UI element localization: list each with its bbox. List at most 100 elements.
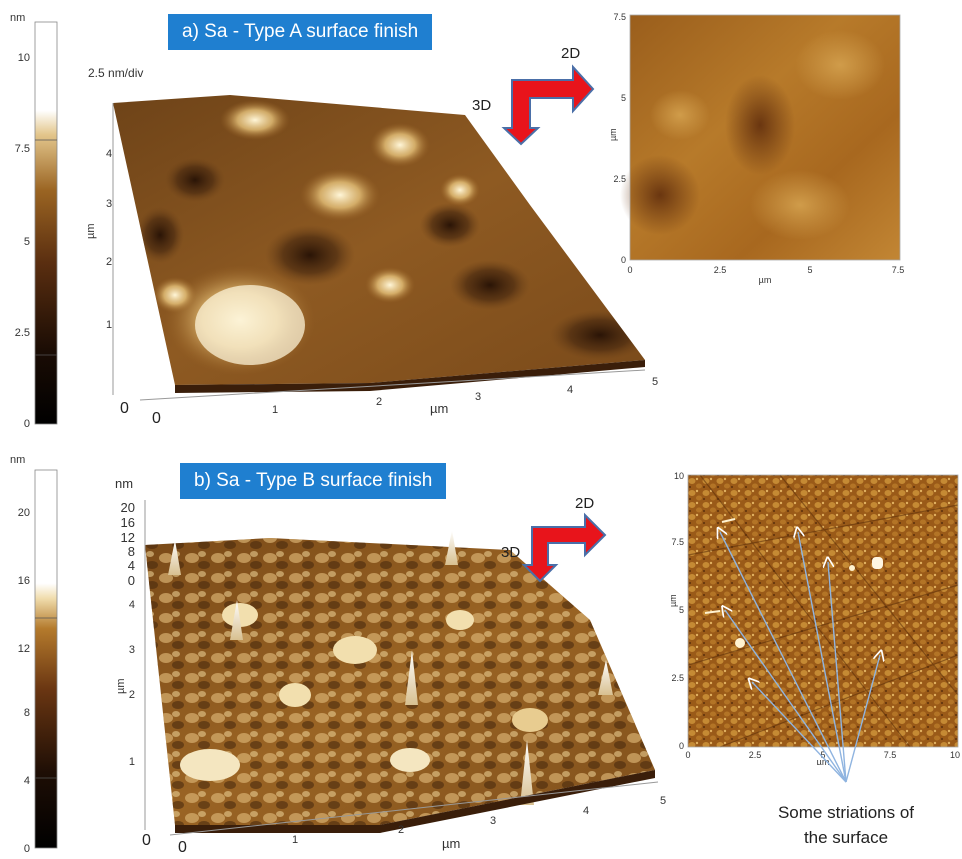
arrow-a-3d-label: 3D <box>472 97 491 114</box>
colorbar-b-tick: 16 <box>18 575 30 587</box>
axis-b-xtick: 1 <box>292 834 298 846</box>
panel-b-title: b) Sa - Type B surface finish <box>180 463 447 499</box>
colorbar-a-tick: 0 <box>24 418 30 430</box>
striations-callout-line2: the surface <box>803 828 889 847</box>
colorbar-b-unit: nm <box>10 454 26 466</box>
axis-a-xtick: 1 <box>272 404 278 416</box>
z-axis-b-tick: 4 <box>128 558 135 573</box>
axis-b-ytick: 4 <box>129 599 135 611</box>
map-2d-a: 0 2.5 5 7.5 µm 0 2.5 5 7.5 µm <box>608 12 905 285</box>
axis-a-zero: 0 <box>120 400 129 417</box>
axis-a-xlabel: µm <box>430 401 448 416</box>
pointer-line <box>828 562 847 783</box>
spike <box>520 740 534 805</box>
axis-b-xtick: 0 <box>178 839 187 855</box>
surface-3d-b: nm 20 16 12 8 4 0 4 3 2 1 µm 0 0 1 2 3 4… <box>115 476 666 855</box>
colorbar-a-tick: 5 <box>24 236 30 248</box>
colorbar-a-unit: nm <box>10 12 26 24</box>
map-b-xtick: 10 <box>950 750 960 760</box>
axis-b-xtick: 3 <box>490 815 496 827</box>
surface-3d-a: 2.5 nm/div 0 1 2 3 4 5 µm 0 1 2 3 4 µm <box>85 66 658 427</box>
arrow-b-shape <box>521 512 607 583</box>
map-b-xlabel: µm <box>817 757 830 765</box>
arrow-a-2d-label: 2D <box>561 45 580 62</box>
pointer-line <box>845 655 880 783</box>
axis-a-x <box>139 369 646 401</box>
colorbar-a-tick: 7.5 <box>15 143 30 155</box>
colorbar-a-gradient <box>34 21 58 425</box>
particle <box>735 638 745 648</box>
map-b-xtick: 0 <box>685 750 690 760</box>
axis-b-ytick: 1 <box>129 756 135 768</box>
colorbar-b-tick: 20 <box>18 507 30 519</box>
particle <box>872 557 883 569</box>
particle <box>849 565 855 571</box>
map-a-ytick: 5 <box>621 93 626 103</box>
striations-callout-line1: Some striations of <box>777 803 915 822</box>
colorbar-b-gradient <box>34 469 58 849</box>
axis-a-ytick: 2 <box>106 256 112 268</box>
axis-b-xtick: 5 <box>660 795 666 807</box>
spike <box>598 660 613 695</box>
map-a-ytick: 2.5 <box>613 174 626 184</box>
map-b-ytick: 5 <box>679 605 684 615</box>
axis-b-ytick: 3 <box>129 644 135 656</box>
pointer-line <box>798 532 847 783</box>
colorbar-a-tick: 10 <box>18 52 30 64</box>
axis-a-xtick: 0 <box>152 410 161 427</box>
axis-b-xtick: 4 <box>583 805 589 817</box>
map-b-ytick: 2.5 <box>671 673 684 683</box>
axis-b-ylabel: µm <box>115 678 127 694</box>
spike <box>230 600 243 640</box>
axis-a-ylabel: µm <box>85 223 97 239</box>
map-b-ytick: 0 <box>679 741 684 751</box>
particle <box>704 518 736 614</box>
striations-callout: Some striations of the surface <box>746 800 946 850</box>
spike <box>168 540 181 575</box>
arrow-b-3d-label: 3D <box>501 544 520 561</box>
pointer-line <box>752 682 847 783</box>
panel-a-title: a) Sa - Type A surface finish <box>168 14 433 50</box>
colorbar-a-tick: 2.5 <box>15 327 30 339</box>
map-a-ytick: 7.5 <box>613 12 626 22</box>
z-axis-b-tick: 20 <box>121 500 135 515</box>
map-a-xlabel: µm <box>759 275 772 285</box>
colorbar-b-tick: 12 <box>18 643 30 655</box>
axis-b-xlabel: µm <box>442 836 460 851</box>
striation-pointers <box>680 520 920 783</box>
pointer-line <box>725 610 847 783</box>
axis-a-xtick: 2 <box>376 396 382 408</box>
axis-b-ytick: 2 <box>129 689 135 701</box>
spike <box>445 530 458 565</box>
axis-a-ytick: 4 <box>106 148 112 160</box>
axis-a-xtick: 4 <box>567 384 573 396</box>
colorbar-b-tick: 8 <box>24 707 30 719</box>
map-b-ytick: 10 <box>674 471 684 481</box>
colorbar-b-tick: 4 <box>24 775 30 787</box>
z-axis-b-tick: 16 <box>121 515 135 530</box>
axis-b-x <box>169 781 659 836</box>
pointer-line <box>720 532 847 783</box>
arrow-b-2d-label: 2D <box>575 495 594 512</box>
axis-a-ytick: 3 <box>106 198 112 210</box>
map-b-xtick: 7.5 <box>884 750 897 760</box>
spike <box>405 650 418 705</box>
z-axis-b-tick: 12 <box>121 530 135 545</box>
map-2d-b: 0 2.5 5 7.5 10 µm 0 2.5 5 7.5 10 µm <box>668 471 960 765</box>
arrow-a-shape <box>501 64 595 146</box>
z-axis-b-unit: nm <box>115 476 133 491</box>
map-a-xtick: 2.5 <box>714 265 727 275</box>
arrow-3d-2d-a: 2D 3D <box>472 45 595 146</box>
axis-a-xtick: 5 <box>652 376 658 388</box>
map-a-xtick: 7.5 <box>892 265 905 275</box>
axis-a-xtick: 3 <box>475 391 481 403</box>
map-a-xtick: 5 <box>807 265 812 275</box>
z-axis-b-tick: 0 <box>128 573 135 588</box>
map-b-xtick: 5 <box>820 750 825 760</box>
axis-b-zero: 0 <box>142 832 151 849</box>
scale-label-a: 2.5 nm/div <box>88 66 143 80</box>
map-b-xtick: 2.5 <box>749 750 762 760</box>
axis-a-ytick: 1 <box>106 319 112 331</box>
map-b-ytick: 7.5 <box>671 537 684 547</box>
map-a-xtick: 0 <box>627 265 632 275</box>
